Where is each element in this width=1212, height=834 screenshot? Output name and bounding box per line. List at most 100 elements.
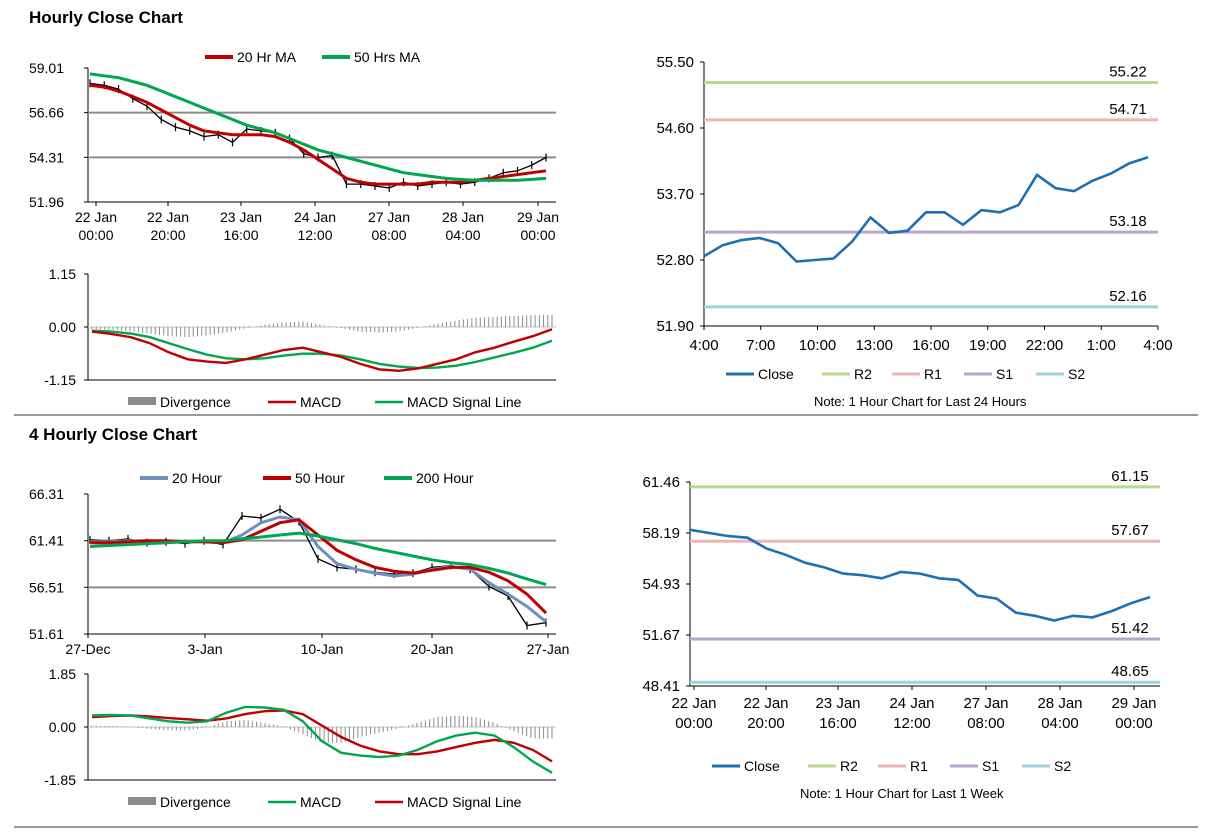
s1-legend-label: S1	[982, 758, 999, 774]
x-tick-label: 7:00	[746, 337, 775, 354]
x-tick-label: 27-Jan	[527, 641, 570, 657]
r1-legend-label: R1	[924, 366, 942, 382]
x-tick-label: 24 Jan	[889, 695, 934, 712]
x-tick-label-time: 16:00	[819, 715, 857, 732]
x-tick-label: 23 Jan	[220, 209, 262, 225]
y-tick-label: 51.67	[642, 627, 680, 644]
x-tick-label-time: 04:00	[1041, 715, 1079, 732]
r2-level-label: 61.15	[1111, 468, 1149, 485]
x-tick-label: 27 Jan	[368, 209, 410, 225]
divergence-legend-label: Divergence	[160, 394, 231, 410]
x-tick-label-time: 12:00	[297, 227, 332, 243]
macd-line	[91, 705, 553, 774]
ma-50hr-legend-label: 50 Hrs MA	[354, 49, 421, 65]
x-tick-label-time: 08:00	[967, 715, 1005, 732]
r1-legend-label: R1	[910, 758, 928, 774]
macd-line	[91, 328, 553, 373]
ma-20hr-line	[89, 83, 547, 186]
bottom-divider	[14, 826, 1198, 828]
y-tick-label: 55.50	[656, 54, 694, 71]
section-divider	[14, 414, 1198, 416]
y-tick-label: 0.00	[49, 319, 76, 335]
four-hourly-macd-chart: 1.85 0.00 -1.85 Divergence MACD MACD Signal L…	[44, 666, 556, 810]
x-tick-label: 24 Jan	[294, 209, 336, 225]
r1-level-label: 54.71	[1109, 101, 1147, 118]
ma-50hr-line	[89, 72, 547, 182]
y-tick-label: 52.80	[656, 252, 694, 269]
y-tick-label: -1.85	[44, 772, 76, 788]
close-line	[689, 528, 1151, 622]
close-legend-label: Close	[758, 366, 794, 382]
macd-signal-legend-label: MACD Signal Line	[407, 794, 522, 810]
x-tick-label: 29 Jan	[517, 209, 559, 225]
y-tick-label: 1.15	[49, 266, 76, 282]
four-hourly-section-title: 4 Hourly Close Chart	[29, 425, 198, 444]
x-tick-label: 10:00	[799, 337, 837, 354]
x-tick-label: 22 Jan	[147, 209, 189, 225]
x-tick-label-time: 00:00	[1115, 715, 1153, 732]
y-tick-label: 61.41	[29, 533, 64, 549]
r2-level-label: 55.22	[1109, 64, 1147, 81]
x-tick-label: 22 Jan	[75, 209, 117, 225]
s2-level-label: 52.16	[1109, 288, 1147, 305]
y-tick-label: 66.31	[29, 486, 64, 502]
chart-note: Note: 1 Hour Chart for Last 24 Hours	[814, 394, 1027, 409]
r2-legend-label: R2	[840, 758, 858, 774]
hourly-macd-chart: 1.15 0.00 -1.15 Divergence MACD MACD Signal L…	[44, 266, 556, 410]
x-tick-label-time: 12:00	[893, 715, 931, 732]
x-tick-label: 23 Jan	[815, 695, 860, 712]
r1-level-label: 57.67	[1111, 522, 1149, 539]
x-tick-label: 1:00	[1087, 337, 1116, 354]
divergence-legend-swatch	[128, 797, 156, 805]
ma-200hour-line	[89, 531, 547, 587]
x-tick-label-time: 00:00	[675, 715, 713, 732]
x-tick-label-time: 16:00	[223, 227, 258, 243]
x-tick-label: 16:00	[912, 337, 950, 354]
x-tick-label: 22 Jan	[671, 695, 716, 712]
macd-legend-label: MACD	[300, 394, 341, 410]
macd-signal-line	[91, 329, 553, 370]
y-tick-label: 53.70	[656, 186, 694, 203]
y-tick-label: 54.60	[656, 120, 694, 137]
y-tick-label: 54.31	[29, 149, 64, 165]
x-tick-label: 22 Jan	[743, 695, 788, 712]
y-tick-label: 0.00	[49, 719, 76, 735]
x-tick-label-time: 20:00	[150, 227, 185, 243]
y-tick-label: 56.66	[29, 105, 64, 121]
y-tick-label: 51.61	[29, 626, 64, 642]
close-legend-label: Close	[744, 758, 780, 774]
x-tick-label: 19:00	[969, 337, 1007, 354]
ma-20hr-legend-label: 20 Hr MA	[237, 49, 297, 65]
s2-legend-label: S2	[1068, 366, 1085, 382]
x-tick-label-time: 20:00	[747, 715, 785, 732]
ma-20hour-legend-label: 20 Hour	[172, 470, 222, 486]
s1-legend-label: S1	[996, 366, 1013, 382]
x-tick-label: 20-Jan	[411, 641, 454, 657]
x-tick-label-time: 00:00	[78, 227, 113, 243]
x-tick-label: 4:00	[1143, 337, 1172, 354]
y-tick-label: 48.41	[642, 678, 680, 695]
ma-200hour-legend-label: 200 Hour	[416, 470, 474, 486]
x-tick-label-time: 08:00	[371, 227, 406, 243]
x-tick-label: 3-Jan	[187, 641, 222, 657]
s1-level-label: 51.42	[1111, 620, 1149, 637]
divergence-legend-label: Divergence	[160, 794, 231, 810]
y-tick-label: 56.51	[29, 579, 64, 595]
x-tick-label: 29 Jan	[1111, 695, 1156, 712]
x-tick-label: 13:00	[855, 337, 893, 354]
hourly-section-title: Hourly Close Chart	[29, 8, 183, 27]
x-tick-label: 28 Jan	[442, 209, 484, 225]
x-tick-label: 22:00	[1026, 337, 1064, 354]
y-tick-label: 1.85	[49, 666, 76, 682]
price-series-line	[89, 82, 547, 189]
y-tick-label: 51.96	[29, 194, 64, 210]
chart-note: Note: 1 Hour Chart for Last 1 Week	[800, 786, 1004, 801]
s2-legend-label: S2	[1054, 758, 1071, 774]
close-line	[703, 156, 1149, 263]
hourly-close-chart: 55.50 54.60 53.70 52.80 51.90 4:00 7:00 10:00 13…	[656, 54, 1172, 409]
divergence-legend-swatch	[128, 397, 156, 405]
macd-legend-label: MACD	[300, 794, 341, 810]
y-tick-label: 54.93	[642, 576, 680, 593]
